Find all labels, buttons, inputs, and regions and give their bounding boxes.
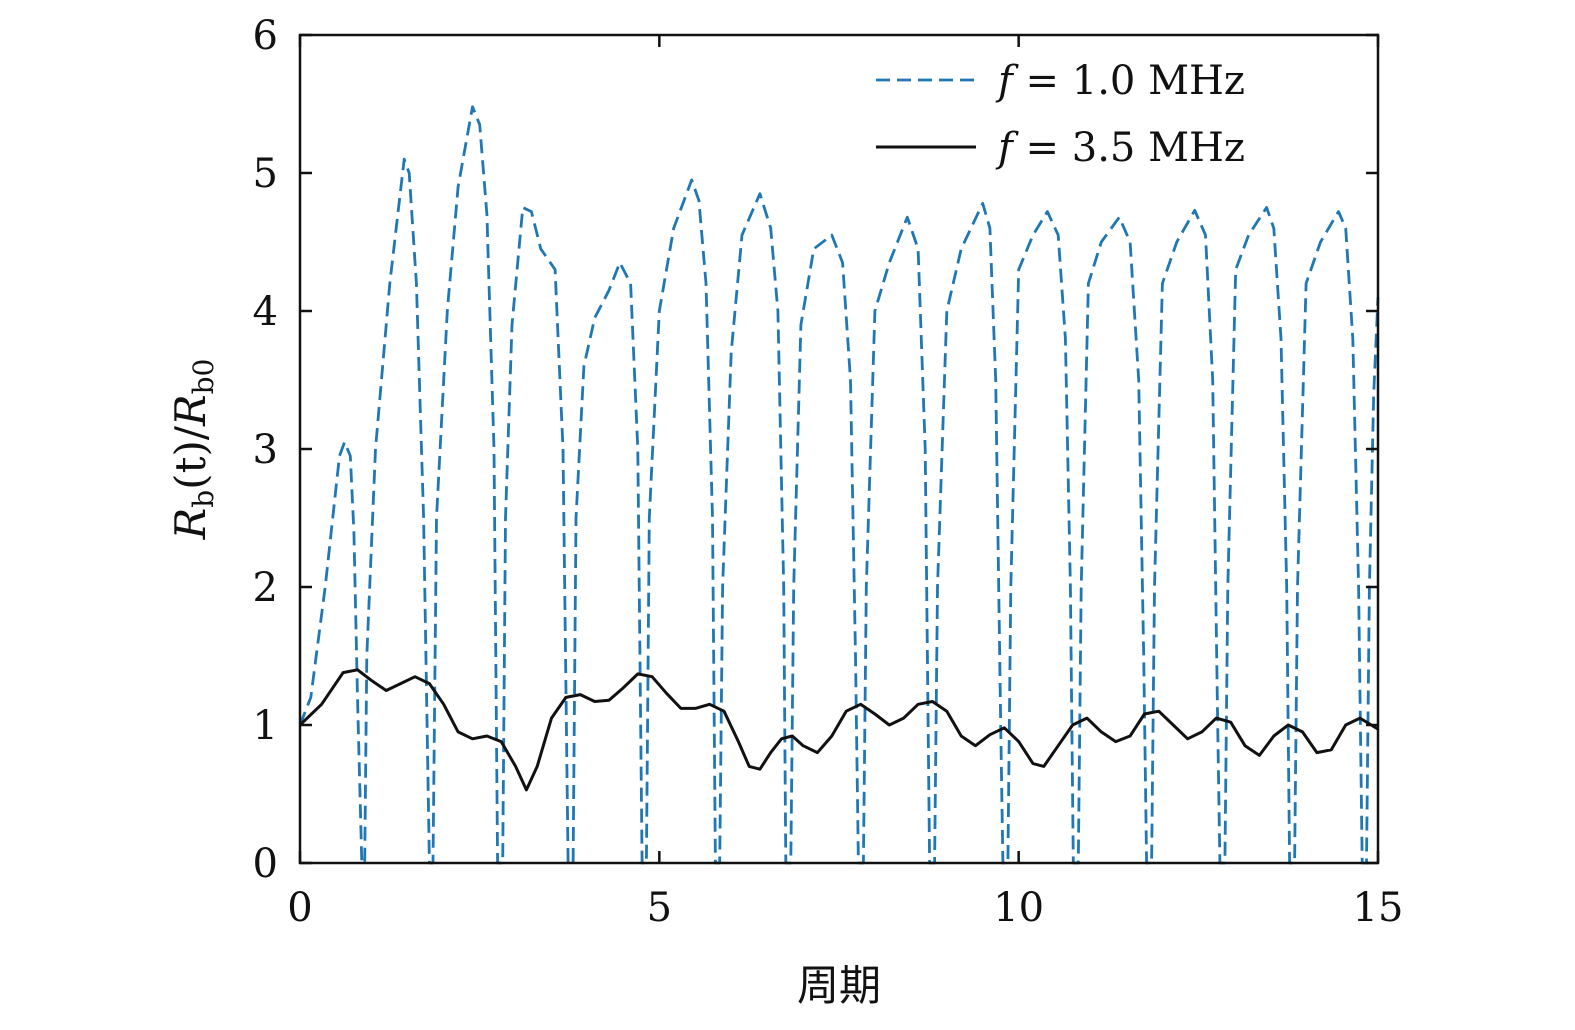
legend-label-solid: f = 3.5 MHz [995,125,1245,171]
data-layer [298,105,1380,865]
y-tick-label: 1 [253,703,278,749]
x-tick-label: 0 [287,885,312,931]
y-tick-label: 0 [253,841,278,887]
y-axis-title: Rb(t)/Rb0 [166,359,220,541]
legend: f = 1.0 MHz f = 3.5 MHz [876,58,1245,171]
ticks-layer: 0 5 10 15 0 1 2 3 4 5 6 [253,13,1404,931]
y-tick-label: 6 [253,13,278,59]
legend-label-dashed: f = 1.0 MHz [995,58,1245,104]
x-tick-label: 15 [1353,885,1404,931]
series-line-dashed [298,105,1380,865]
y-tick-label: 3 [253,427,278,473]
series-line-solid [298,668,1379,792]
x-tick-label: 5 [647,885,672,931]
x-axis-title: 周期 [797,961,881,1010]
y-tick-label: 5 [253,151,278,197]
x-tick-label: 10 [993,885,1044,931]
y-tick-label: 4 [253,289,278,335]
y-tick-label: 2 [253,565,278,611]
